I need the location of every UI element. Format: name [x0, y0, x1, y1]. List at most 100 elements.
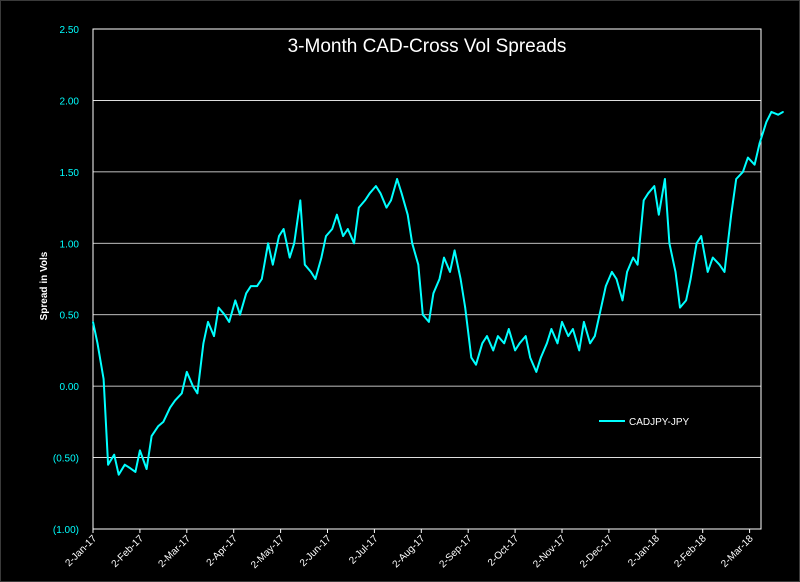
- x-tick-label: 2-Jan-18: [626, 533, 662, 569]
- data-point: [524, 335, 527, 337]
- data-point: [202, 342, 205, 345]
- y-axis-label: Spread in Vols: [39, 251, 50, 320]
- gridlines: [93, 28, 761, 530]
- data-point: [486, 335, 488, 337]
- data-point: [157, 425, 160, 427]
- data-point: [347, 228, 349, 230]
- x-tick-label: 2-Jan-17: [63, 533, 99, 569]
- data-point: [718, 263, 721, 266]
- x-tick-label: 2-May-17: [249, 533, 287, 571]
- data-point: [583, 321, 585, 323]
- data-point: [278, 235, 280, 237]
- data-point: [632, 256, 634, 259]
- legend-label-cadjpy-jpy: CADJPY-JPY: [629, 417, 690, 428]
- data-point: [400, 192, 403, 195]
- data-point: [213, 335, 215, 337]
- data-point: [174, 399, 176, 402]
- data-point: [228, 321, 230, 323]
- data-point: [196, 392, 199, 395]
- x-tick-label: 2-Nov-17: [531, 533, 568, 570]
- x-tick-label: 2-Jun-17: [298, 533, 334, 569]
- data-point: [730, 213, 732, 216]
- data-point: [293, 242, 296, 245]
- data-point: [422, 313, 424, 316]
- data-point: [331, 228, 334, 230]
- y-tick-label: 0.50: [60, 311, 80, 322]
- data-point: [124, 463, 126, 466]
- data-point: [368, 192, 371, 195]
- data-point: [145, 468, 148, 470]
- data-point: [561, 321, 563, 323]
- data-point: [529, 356, 531, 359]
- data-point: [664, 178, 666, 180]
- data-point: [492, 349, 495, 352]
- data-point: [411, 242, 414, 245]
- data-point: [310, 271, 312, 273]
- data-point: [572, 328, 574, 330]
- data-point: [299, 199, 302, 202]
- data-point: [342, 235, 344, 237]
- chart-title: 3-Month CAD-Cross Vol Spreads: [288, 36, 567, 57]
- data-point: [700, 235, 702, 237]
- x-tick-label: 2-Mar-18: [719, 533, 756, 570]
- data-point: [128, 466, 131, 469]
- data-point: [186, 371, 188, 373]
- data-point: [679, 306, 681, 309]
- legend: CADJPY-JPY: [599, 417, 690, 428]
- x-tick-label: 2-Sep-17: [437, 533, 474, 570]
- data-point: [432, 292, 435, 295]
- data-point: [113, 453, 115, 456]
- data-point: [589, 342, 591, 345]
- y-tick-label: 1.50: [60, 168, 80, 179]
- data-point: [556, 342, 559, 345]
- data-point: [336, 213, 338, 216]
- x-axis-ticks: 2-Jan-17 2-Feb-17 2-Mar-17 2-Apr-17 2-May-17…: [63, 529, 756, 571]
- data-point: [256, 285, 258, 287]
- data-point: [567, 335, 570, 337]
- data-point: [647, 192, 649, 195]
- data-point: [239, 313, 241, 316]
- data-point: [139, 449, 141, 452]
- x-tick-label: 2-Jul-17: [347, 533, 381, 567]
- data-point: [353, 242, 355, 245]
- data-point: [481, 342, 484, 345]
- y-tick-label: 2.00: [60, 96, 80, 107]
- data-point: [770, 111, 773, 113]
- data-point: [379, 192, 382, 195]
- data-point: [117, 473, 120, 476]
- y-tick-label: (1.00): [53, 525, 79, 536]
- data-point: [207, 321, 209, 323]
- series-line-cadjpy-jpy: [92, 110, 784, 476]
- y-axis-ticks: (1.00) (0.50) 0.00 0.50 1.00 1.50 2.00 2.50: [53, 25, 80, 536]
- data-point: [314, 278, 317, 280]
- data-point: [250, 285, 252, 287]
- data-point: [550, 328, 553, 330]
- data-point: [325, 235, 327, 237]
- data-point: [470, 356, 473, 359]
- data-point: [508, 328, 510, 330]
- data-point: [464, 306, 467, 309]
- data-point: [234, 299, 237, 302]
- data-point: [261, 278, 263, 280]
- data-point: [428, 321, 430, 323]
- data-point: [636, 263, 639, 266]
- y-tick-label: 2.50: [60, 25, 80, 36]
- data-point: [390, 199, 392, 202]
- data-point: [102, 378, 105, 380]
- data-point: [417, 263, 420, 266]
- data-point: [96, 342, 99, 345]
- data-point: [735, 178, 737, 180]
- x-tick-label: 2-Oct-17: [486, 533, 522, 569]
- data-point: [245, 292, 247, 295]
- data-point: [753, 163, 756, 166]
- data-point: [765, 121, 768, 123]
- data-point: [782, 111, 784, 113]
- data-point: [578, 349, 580, 352]
- x-tick-label: 2-Aug-17: [391, 533, 428, 570]
- data-point: [364, 199, 366, 202]
- data-point: [503, 342, 506, 345]
- data-point: [107, 463, 109, 466]
- data-point: [685, 299, 687, 302]
- y-tick-label: (0.50): [53, 454, 79, 465]
